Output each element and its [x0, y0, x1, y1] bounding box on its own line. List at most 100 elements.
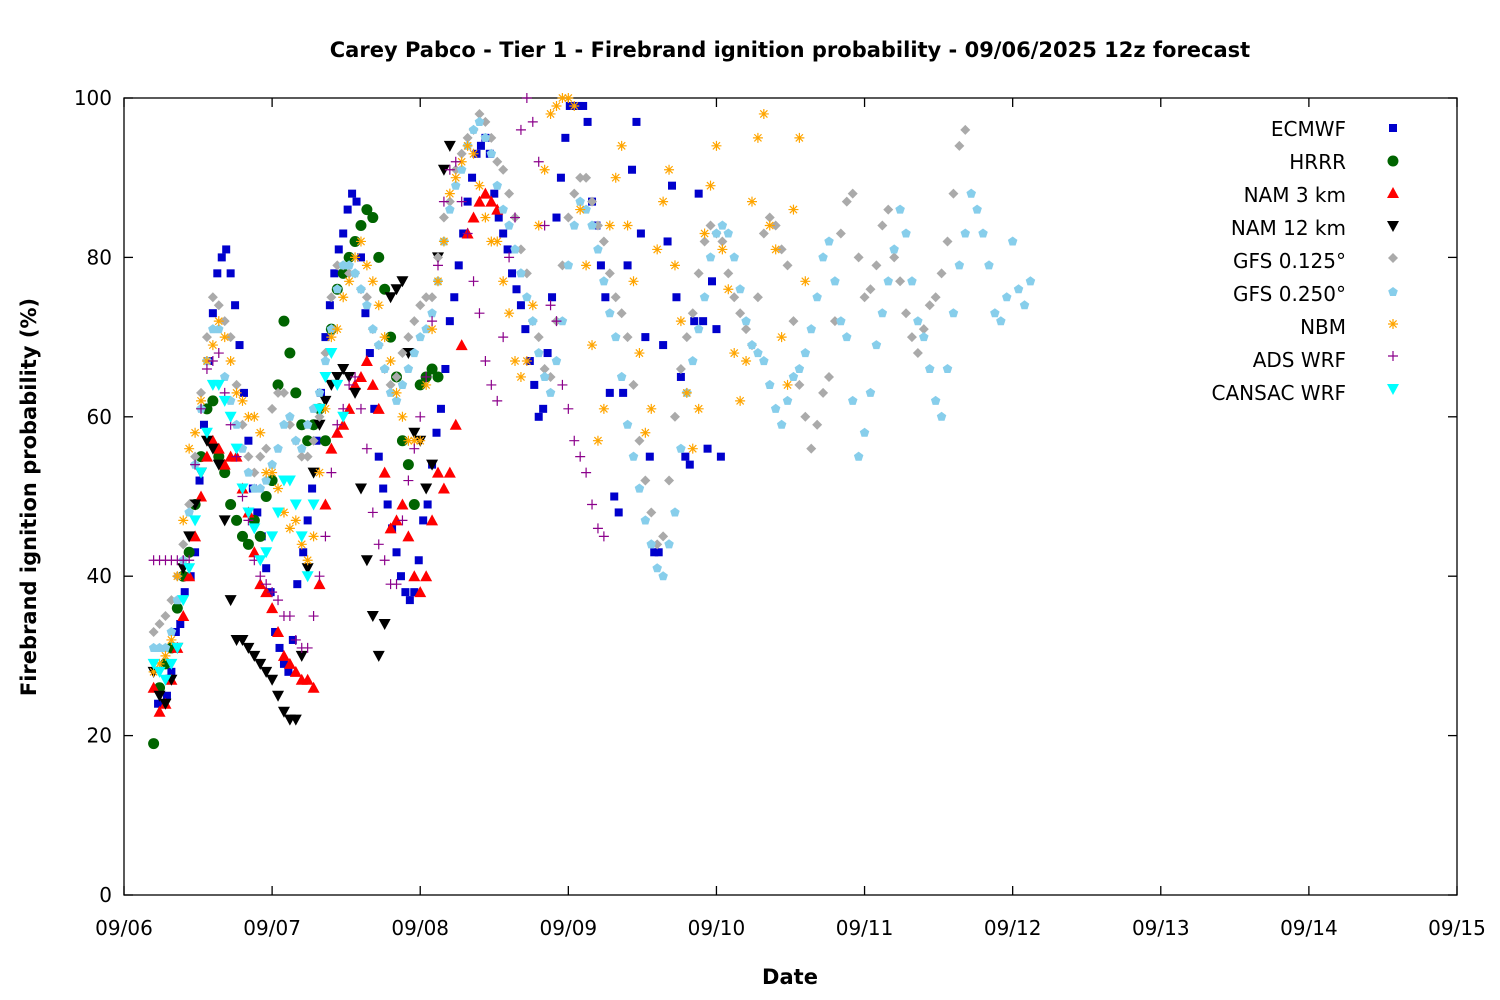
data-point [272, 507, 285, 519]
data-point [729, 252, 739, 262]
data-point [283, 657, 296, 669]
data-point [415, 300, 426, 311]
data-point [148, 666, 159, 677]
data-point [154, 658, 165, 669]
data-point [628, 451, 639, 461]
data-point [521, 325, 530, 334]
data-point [207, 395, 219, 407]
data-point [664, 164, 675, 175]
y-tick-label: 20 [87, 724, 112, 748]
data-point [800, 348, 811, 358]
data-point [421, 371, 432, 382]
data-point [527, 116, 538, 127]
data-point [634, 483, 645, 493]
data-point [1019, 300, 1030, 310]
data-point [339, 229, 348, 238]
data-point [419, 516, 428, 525]
data-point [712, 325, 721, 334]
data-point [895, 204, 905, 214]
data-point [331, 379, 344, 391]
data-point [378, 466, 391, 478]
data-point [652, 244, 663, 255]
data-point [319, 395, 332, 407]
data-point [688, 356, 698, 366]
data-point [201, 332, 212, 343]
data-point [800, 276, 811, 287]
data-point [711, 228, 722, 238]
data-point [190, 459, 201, 470]
data-point [462, 140, 473, 151]
data-point [370, 404, 379, 413]
data-point [672, 293, 681, 302]
data-point [669, 411, 680, 422]
y-tick-label: 60 [87, 405, 112, 429]
series-5 [148, 108, 971, 637]
data-point [486, 236, 497, 247]
data-point [415, 435, 426, 446]
legend-marker [1388, 351, 1398, 361]
data-point [420, 570, 433, 582]
data-point [313, 578, 326, 590]
data-point [426, 514, 439, 526]
data-point [153, 666, 166, 678]
data-point [889, 244, 899, 254]
data-point [676, 372, 685, 381]
data-point [277, 706, 290, 718]
data-point [693, 403, 704, 414]
data-point [303, 516, 312, 525]
data-point [877, 308, 888, 318]
legend-label: CANSAC WRF [1211, 381, 1346, 405]
data-point [236, 634, 249, 646]
data-point [687, 443, 698, 454]
data-point [699, 228, 710, 239]
data-point [450, 172, 461, 183]
data-point [397, 515, 408, 526]
data-point [462, 132, 473, 143]
data-point [551, 356, 562, 366]
data-point [171, 642, 184, 654]
data-point [361, 309, 370, 318]
data-point [262, 564, 271, 573]
data-point [990, 308, 1000, 318]
data-point [167, 667, 176, 676]
data-point [883, 204, 894, 215]
data-point [195, 467, 208, 479]
data-point [308, 531, 319, 542]
data-point [367, 507, 378, 518]
data-point [289, 499, 302, 511]
data-point [699, 292, 710, 302]
data-point [438, 212, 449, 223]
data-point [284, 667, 293, 676]
data-point [218, 395, 231, 407]
data-point [248, 514, 260, 526]
data-point [504, 308, 515, 319]
data-point [160, 642, 171, 652]
data-point [207, 356, 218, 367]
data-point [242, 642, 255, 654]
data-point [253, 508, 262, 517]
data-point [384, 522, 397, 534]
data-point [930, 292, 941, 303]
data-point [948, 308, 959, 318]
data-point [415, 332, 425, 342]
data-point [260, 586, 273, 598]
data-point [260, 547, 273, 559]
data-point [770, 244, 781, 255]
data-point [717, 220, 728, 230]
data-point [533, 156, 544, 167]
data-point [427, 324, 438, 335]
data-point [705, 252, 716, 262]
data-point [693, 268, 704, 279]
data-point [189, 530, 202, 542]
data-point [504, 220, 514, 230]
x-tick-label: 09/15 [1428, 916, 1486, 940]
data-point [596, 261, 605, 270]
data-point [184, 499, 195, 510]
data-point [668, 181, 677, 190]
data-point [467, 211, 480, 223]
data-point [409, 316, 420, 327]
data-point [213, 269, 222, 278]
data-point [510, 244, 520, 254]
data-point [272, 379, 284, 391]
data-point [278, 507, 289, 518]
